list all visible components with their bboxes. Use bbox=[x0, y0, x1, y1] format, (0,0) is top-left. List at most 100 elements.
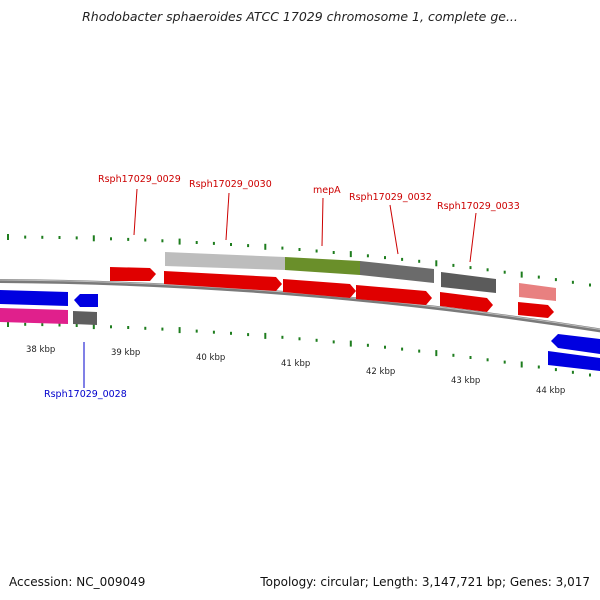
cds-arrow-0029[interactable] bbox=[110, 267, 156, 281]
scale-tick-minor bbox=[298, 337, 301, 341]
scale-tick-major bbox=[264, 332, 267, 339]
scale-tick-minor bbox=[298, 248, 301, 251]
scale-tick-minor bbox=[24, 235, 27, 239]
map-title: Rhodobacter sphaeroides ATCC 17029 chrom… bbox=[82, 9, 518, 24]
reverse-cds-left[interactable] bbox=[0, 290, 68, 306]
scale-tick-major bbox=[7, 321, 9, 327]
scale-tick-minor bbox=[537, 275, 540, 279]
scale-tick-minor bbox=[281, 335, 284, 339]
inner-scale-ticks bbox=[7, 321, 591, 377]
scale-tick-minor bbox=[41, 323, 44, 327]
scale-tick-major bbox=[7, 234, 9, 240]
gene-label-0030[interactable]: Rsph17029_0030 bbox=[189, 179, 272, 190]
scale-tick-minor bbox=[554, 368, 557, 372]
cds-arrow-0032[interactable] bbox=[356, 285, 432, 305]
scale-tick-minor bbox=[110, 325, 112, 329]
scale-tick-minor bbox=[366, 254, 369, 258]
label-leaders bbox=[83, 188, 477, 388]
scale-tick-minor bbox=[161, 239, 164, 243]
feature-bar-0033[interactable] bbox=[441, 272, 496, 293]
feature-bar-0032[interactable] bbox=[360, 261, 434, 283]
scale-tick-major bbox=[178, 238, 181, 245]
scale-tick-minor bbox=[315, 338, 318, 342]
accession-text: Accession: NC_009049 bbox=[9, 575, 146, 589]
scale-tick-minor bbox=[41, 235, 44, 239]
scale-tick-minor bbox=[332, 340, 335, 344]
scale-tick-minor bbox=[195, 329, 198, 333]
gene-label-0033[interactable]: Rsph17029_0033 bbox=[437, 201, 520, 212]
scale-tick-minor bbox=[418, 259, 421, 263]
reverse-gene-0028[interactable] bbox=[73, 311, 97, 325]
scale-label-42: 42 kbp bbox=[366, 367, 395, 377]
scale-tick-major bbox=[520, 361, 523, 368]
scale-tick-minor bbox=[127, 237, 130, 241]
scale-tick-minor bbox=[537, 365, 540, 369]
scale-tick-minor bbox=[75, 236, 78, 240]
scale-tick-major bbox=[435, 350, 438, 357]
scale-tick-minor bbox=[589, 283, 591, 287]
scale-tick-minor bbox=[247, 333, 250, 337]
feature-bar-pseudo[interactable] bbox=[519, 283, 556, 301]
scale-label-38: 38 kbp bbox=[26, 345, 55, 355]
reverse-cds-right-2[interactable] bbox=[548, 351, 600, 371]
scale-tick-minor bbox=[247, 244, 250, 248]
scale-label-40: 40 kbp bbox=[196, 353, 225, 363]
scale-tick-minor bbox=[230, 331, 232, 335]
cds-arrow-0033[interactable] bbox=[440, 292, 493, 312]
scale-tick-minor bbox=[571, 370, 574, 374]
scale-tick-minor bbox=[384, 345, 386, 349]
scale-label-41: 41 kbp bbox=[281, 359, 310, 369]
scale-tick-minor bbox=[110, 237, 112, 241]
scale-tick-minor bbox=[281, 246, 284, 250]
scale-tick-minor bbox=[75, 324, 78, 327]
scale-label-39: 39 kbp bbox=[111, 348, 140, 358]
feature-bar-mepa[interactable] bbox=[285, 257, 360, 275]
outer-scale-ticks bbox=[7, 234, 591, 287]
scale-tick-minor bbox=[144, 238, 147, 242]
scale-tick-minor bbox=[469, 356, 472, 359]
reverse-features bbox=[0, 290, 600, 371]
scale-tick-minor bbox=[24, 322, 27, 326]
scale-tick-minor bbox=[315, 249, 318, 253]
reverse-cds-0028[interactable] bbox=[74, 294, 98, 307]
scale-tick-major bbox=[92, 323, 95, 330]
scale-tick-major bbox=[92, 235, 95, 242]
scale-tick-minor bbox=[571, 280, 574, 284]
scale-tick-minor bbox=[161, 327, 164, 331]
cds-arrow-0034[interactable] bbox=[518, 302, 554, 318]
scale-tick-minor bbox=[144, 326, 147, 330]
scale-labels: 38 kbp 39 kbp 40 kbp 41 kbp 42 kbp 43 kb… bbox=[26, 345, 565, 396]
scale-tick-minor bbox=[554, 278, 557, 282]
gene-labels: Rsph17029_0029 Rsph17029_0030 mepA Rsph1… bbox=[44, 174, 520, 400]
reverse-gene-left[interactable] bbox=[0, 308, 68, 324]
chromosome-backbone bbox=[0, 279, 600, 333]
scale-tick-minor bbox=[384, 256, 386, 260]
scale-tick-major bbox=[435, 260, 438, 267]
gene-label-0029[interactable]: Rsph17029_0029 bbox=[98, 174, 181, 185]
gene-label-0032[interactable]: Rsph17029_0032 bbox=[349, 192, 432, 203]
scale-tick-minor bbox=[401, 347, 404, 351]
scale-tick-minor bbox=[58, 323, 61, 327]
feature-bar-misc-light[interactable] bbox=[165, 252, 285, 270]
scale-tick-minor bbox=[195, 241, 198, 244]
scale-tick-major bbox=[264, 243, 267, 250]
scale-tick-minor bbox=[127, 326, 130, 329]
scale-tick-minor bbox=[212, 330, 215, 334]
scale-tick-major bbox=[520, 271, 523, 278]
reverse-cds-right-1[interactable] bbox=[551, 334, 600, 354]
scale-tick-minor bbox=[366, 343, 369, 347]
scale-tick-minor bbox=[332, 251, 335, 254]
scale-label-43: 43 kbp bbox=[451, 376, 480, 386]
topology-summary: Topology: circular; Length: 3,147,721 bp… bbox=[260, 575, 590, 589]
cds-arrow-mepa[interactable] bbox=[283, 279, 356, 298]
cds-arrow-0030[interactable] bbox=[164, 271, 282, 291]
gene-label-mepa[interactable]: mepA bbox=[313, 185, 341, 196]
scale-tick-major bbox=[349, 251, 352, 258]
scale-tick-minor bbox=[452, 353, 455, 357]
scale-tick-minor bbox=[418, 349, 421, 353]
gene-label-0028[interactable]: Rsph17029_0028 bbox=[44, 389, 127, 400]
scale-tick-minor bbox=[503, 360, 506, 364]
scale-tick-minor bbox=[401, 257, 404, 261]
forward-features bbox=[110, 252, 556, 318]
